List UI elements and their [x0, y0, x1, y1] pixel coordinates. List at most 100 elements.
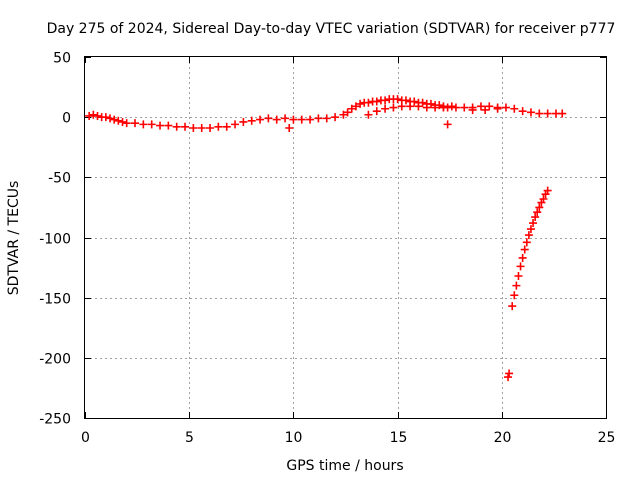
data-point: [493, 104, 502, 113]
data-point: [481, 105, 490, 114]
data-point: [476, 102, 485, 111]
data-point: [435, 101, 444, 110]
data-point: [322, 114, 331, 123]
data-point: [372, 107, 381, 116]
data-point: [272, 115, 281, 124]
data-point: [524, 231, 533, 240]
data-point: [222, 122, 231, 131]
data-point: [514, 272, 523, 281]
data-point: [264, 114, 273, 123]
data-point: [543, 186, 552, 195]
data-point: [543, 109, 552, 118]
data-point: [139, 120, 148, 129]
data-point: [247, 116, 256, 125]
data-point: [372, 97, 381, 106]
data-point: [285, 123, 294, 132]
data-point: [351, 102, 360, 111]
data-point: [426, 99, 435, 108]
data-point: [110, 115, 119, 124]
data-point: [460, 103, 469, 112]
data-point: [231, 120, 240, 129]
x-tick-label: 5: [185, 430, 194, 446]
y-tick-label: 0: [62, 111, 71, 127]
data-point: [339, 110, 348, 119]
data-points: [85, 95, 567, 382]
data-point: [114, 116, 123, 125]
data-point: [393, 95, 402, 104]
data-point: [239, 117, 248, 126]
data-point: [447, 102, 456, 111]
data-point: [535, 109, 544, 118]
data-point: [297, 115, 306, 124]
data-point: [451, 103, 460, 112]
data-point: [504, 373, 513, 382]
data-point: [510, 104, 519, 113]
data-point: [518, 107, 527, 116]
data-point: [364, 98, 373, 107]
data-point: [93, 111, 102, 120]
data-point: [281, 114, 290, 123]
data-point: [343, 108, 352, 117]
data-point: [414, 102, 423, 111]
data-point: [535, 203, 544, 212]
data-point: [512, 281, 521, 290]
y-tick-label: -250: [39, 412, 71, 428]
data-point: [147, 120, 156, 129]
data-point: [526, 225, 535, 234]
data-point: [331, 113, 340, 122]
y-tick-label: -200: [39, 352, 71, 368]
data-point: [381, 104, 390, 113]
x-tick-label: 0: [81, 430, 90, 446]
data-point: [501, 103, 510, 112]
data-point: [131, 119, 140, 128]
data-point: [172, 122, 181, 131]
data-point: [522, 238, 531, 247]
data-point: [164, 121, 173, 130]
x-axis-label: GPS time / hours: [286, 458, 403, 474]
data-point: [397, 102, 406, 111]
data-point: [510, 291, 519, 300]
x-tick-label: 15: [390, 430, 408, 446]
data-point: [101, 113, 110, 122]
data-point: [439, 103, 448, 112]
data-point: [206, 123, 215, 132]
data-point: [518, 253, 527, 262]
y-tick-label: -100: [39, 232, 71, 248]
data-point: [485, 102, 494, 111]
y-tick-label: -50: [48, 171, 71, 187]
data-point: [529, 219, 538, 228]
y-tick-label: 50: [53, 51, 71, 67]
data-point: [156, 121, 165, 130]
data-point: [256, 115, 265, 124]
data-point: [418, 98, 427, 107]
data-point: [197, 123, 206, 132]
data-point: [401, 96, 410, 105]
data-point: [122, 119, 131, 128]
data-point: [85, 111, 94, 120]
data-point: [364, 110, 373, 119]
data-point: [431, 103, 440, 112]
y-tick-label: -150: [39, 292, 71, 308]
x-tick-label: 10: [285, 430, 303, 446]
data-point: [422, 103, 431, 112]
data-point: [508, 302, 517, 311]
data-point: [306, 115, 315, 124]
y-axis-label: SDTVAR / TECUs: [6, 181, 22, 296]
grid: [85, 57, 606, 418]
data-point: [468, 105, 477, 114]
data-point: [526, 108, 535, 117]
data-point: [410, 97, 419, 106]
data-point: [520, 245, 529, 254]
data-point: [89, 110, 98, 119]
data-point: [443, 120, 452, 129]
data-point: [106, 114, 115, 123]
data-point: [533, 208, 542, 217]
data-point: [356, 99, 365, 108]
data-point: [389, 103, 398, 112]
data-point: [214, 122, 223, 131]
data-point: [531, 213, 540, 222]
axis-ticks: 0 5 10 15 20 25 50 0 -50 -100 -150 -200 -250: [39, 51, 615, 447]
data-point: [347, 104, 356, 113]
data-point: [516, 262, 525, 271]
